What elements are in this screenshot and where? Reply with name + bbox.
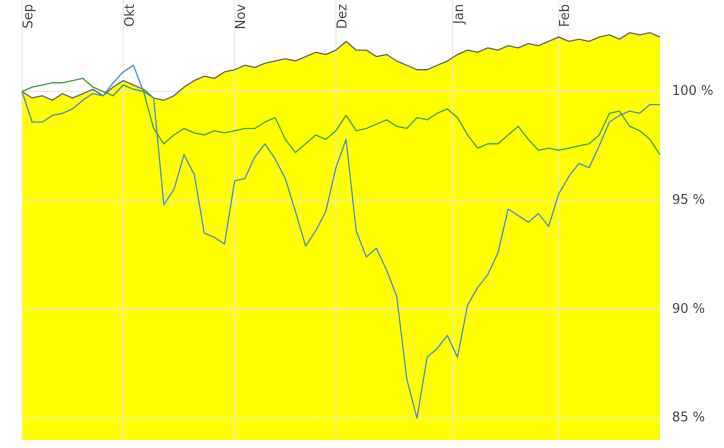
x-tick-label: Feb [558,4,573,27]
y-tick-label: 85 % [672,411,705,426]
area [22,32,660,440]
x-tick-label: Okt [123,4,138,27]
x-tick-label: Sep [22,4,37,29]
y-tick-label: 90 % [672,302,705,317]
line [21,64,660,419]
y-tick-label: 100 % [672,84,713,99]
x-tick-label: Nov [234,4,249,30]
line [21,32,661,101]
x-tick-label: Jan [452,4,467,25]
line [21,77,661,156]
x-tick-label: Dez [335,4,350,29]
y-tick-label: 95 % [672,193,705,208]
